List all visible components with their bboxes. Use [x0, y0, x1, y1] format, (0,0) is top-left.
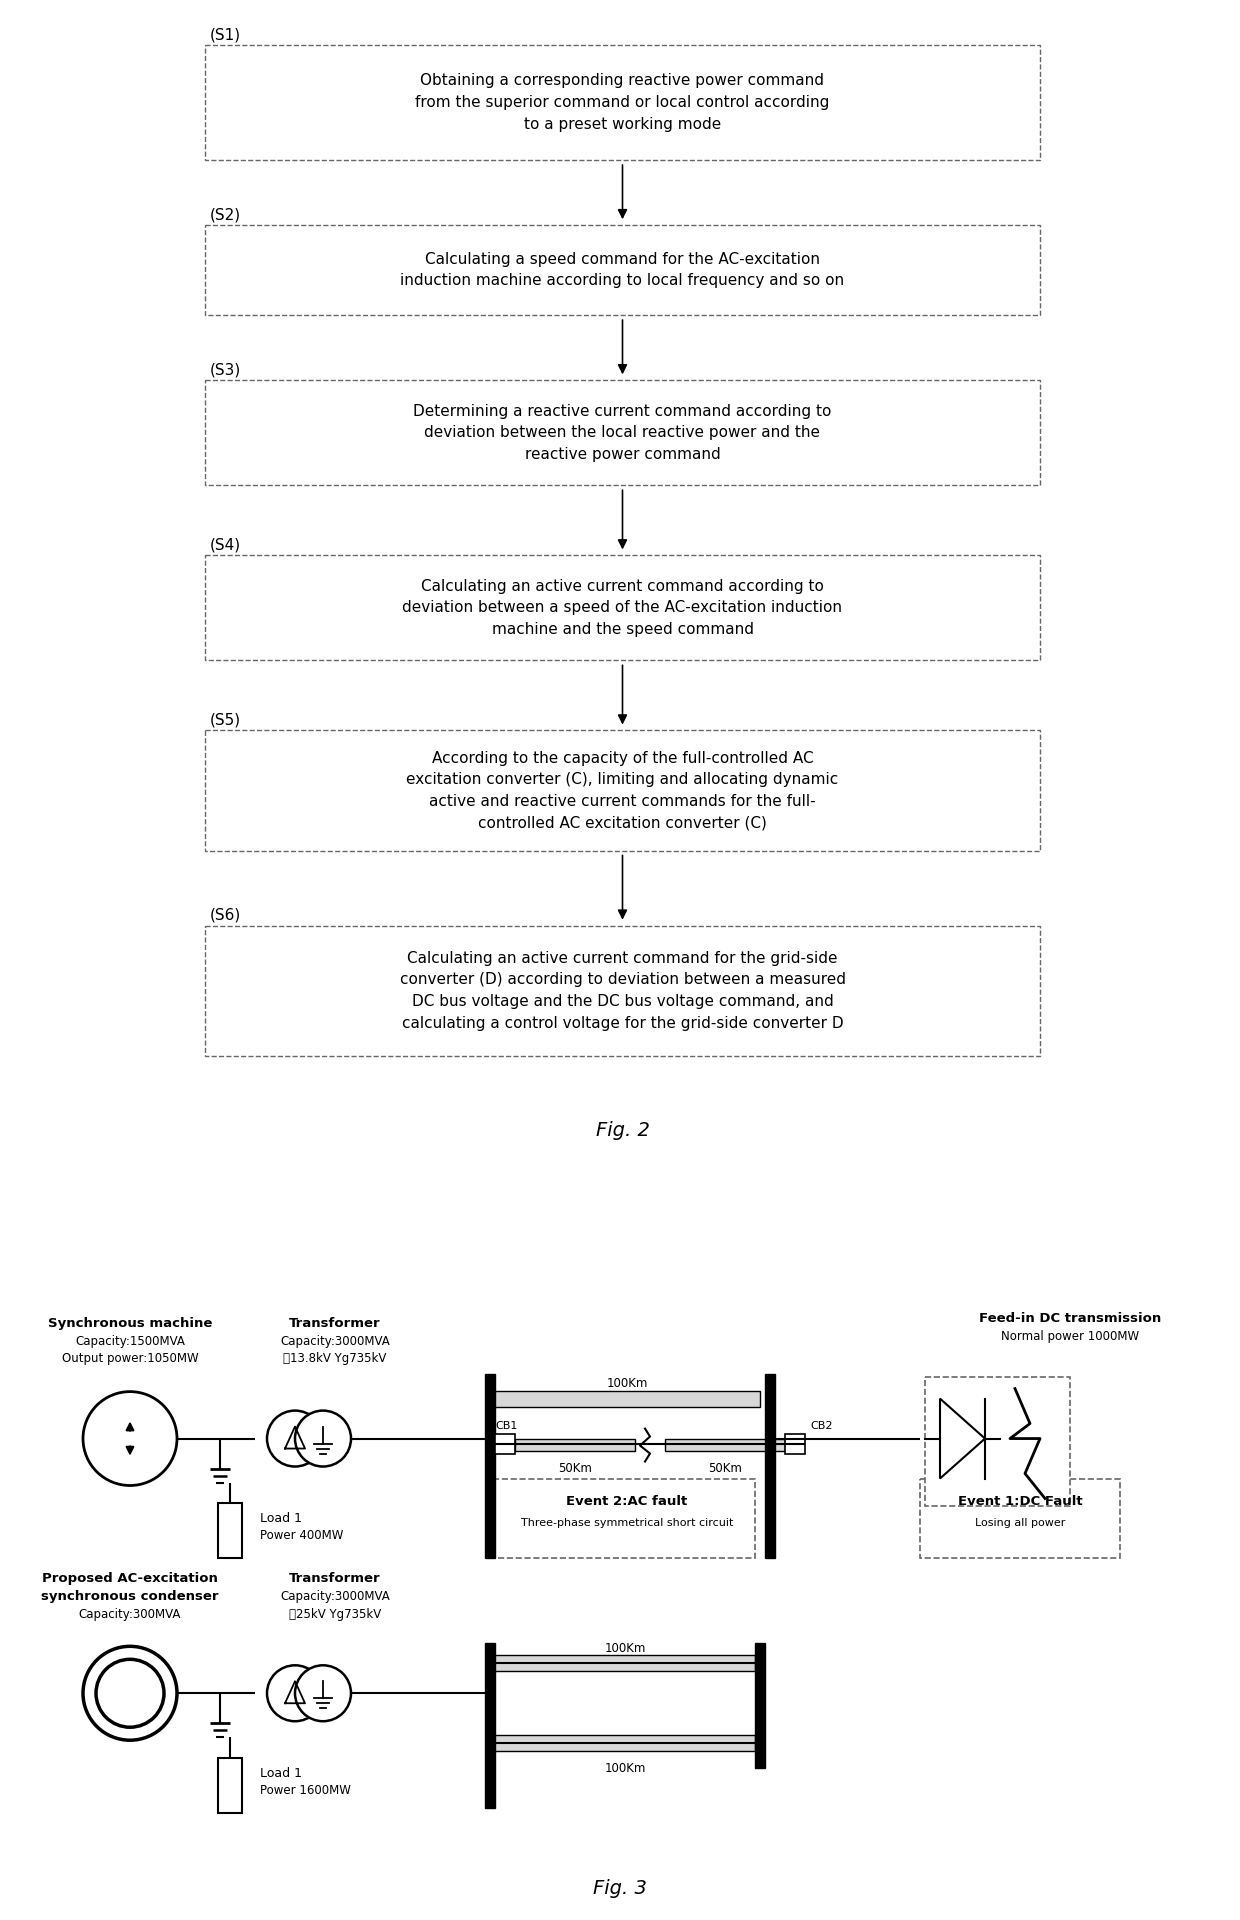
- Bar: [920, 1478, 1120, 1559]
- Text: (S4): (S4): [210, 538, 241, 553]
- Circle shape: [83, 1645, 177, 1740]
- Bar: [218, 1503, 242, 1559]
- Text: Event 1:DC Fault: Event 1:DC Fault: [957, 1496, 1083, 1507]
- Bar: [785, 1434, 805, 1453]
- Text: Synchronous machine: Synchronous machine: [48, 1317, 212, 1331]
- Text: 50Km: 50Km: [558, 1461, 591, 1475]
- Bar: [205, 44, 1040, 159]
- Circle shape: [295, 1411, 351, 1467]
- Bar: [495, 1434, 515, 1453]
- Text: 100Km: 100Km: [604, 1642, 646, 1655]
- Text: (S3): (S3): [210, 363, 242, 376]
- Text: Transformer: Transformer: [289, 1317, 381, 1331]
- Text: (S6): (S6): [210, 908, 242, 924]
- Text: Load 1: Load 1: [260, 1766, 303, 1780]
- Circle shape: [267, 1665, 322, 1720]
- Text: Normal power 1000MW: Normal power 1000MW: [1001, 1331, 1140, 1344]
- Text: Losing all power: Losing all power: [975, 1519, 1065, 1528]
- Bar: [495, 1736, 755, 1751]
- Bar: [218, 1759, 242, 1812]
- Text: Capacity:3000MVA: Capacity:3000MVA: [280, 1590, 389, 1603]
- Text: Fig. 3: Fig. 3: [593, 1878, 647, 1897]
- Text: Calculating an active current command according to
deviation between a speed of : Calculating an active current command ac…: [403, 578, 842, 637]
- Bar: [205, 730, 1040, 851]
- Text: synchronous condenser: synchronous condenser: [41, 1590, 218, 1603]
- Text: Obtaining a corresponding reactive power command
from the superior command or lo: Obtaining a corresponding reactive power…: [415, 73, 830, 132]
- Bar: [665, 1438, 785, 1450]
- Text: Power 1600MW: Power 1600MW: [260, 1784, 351, 1797]
- Circle shape: [83, 1392, 177, 1486]
- Text: (S5): (S5): [210, 712, 241, 728]
- Text: Calculating an active current command for the grid-side
converter (D) according : Calculating an active current command fo…: [399, 950, 846, 1031]
- Text: 25kV Yg735kV: 25kV Yg735kV: [289, 1607, 381, 1620]
- Text: Proposed AC-excitation: Proposed AC-excitation: [42, 1572, 218, 1584]
- Text: Determining a reactive current command according to
deviation between the local : Determining a reactive current command a…: [413, 403, 832, 463]
- Bar: [495, 1390, 760, 1407]
- Text: 50Km: 50Km: [708, 1461, 742, 1475]
- Text: CB1: CB1: [495, 1421, 517, 1430]
- Bar: [205, 225, 1040, 315]
- Text: Calculating a speed command for the AC-excitation
induction machine according to: Calculating a speed command for the AC-e…: [401, 252, 844, 288]
- Text: 13.8kV Yg735kV: 13.8kV Yg735kV: [283, 1352, 387, 1365]
- Text: According to the capacity of the full-controlled AC
excitation converter (C), li: According to the capacity of the full-co…: [407, 751, 838, 831]
- Circle shape: [295, 1665, 351, 1720]
- Bar: [495, 1655, 755, 1670]
- Text: (S2): (S2): [210, 207, 241, 223]
- Bar: [925, 1377, 1070, 1507]
- Circle shape: [267, 1411, 322, 1467]
- Bar: [765, 1373, 775, 1559]
- Text: Three-phase symmetrical short circuit: Three-phase symmetrical short circuit: [521, 1519, 733, 1528]
- Bar: [755, 1644, 765, 1768]
- Bar: [485, 1644, 495, 1809]
- Bar: [205, 380, 1040, 486]
- Circle shape: [95, 1659, 164, 1728]
- Text: Load 1: Load 1: [260, 1511, 303, 1524]
- Bar: [485, 1373, 495, 1559]
- Bar: [515, 1438, 635, 1450]
- Text: Capacity:1500MVA: Capacity:1500MVA: [76, 1334, 185, 1348]
- Text: (S1): (S1): [210, 27, 241, 42]
- Text: Transformer: Transformer: [289, 1572, 381, 1584]
- Text: Feed-in DC transmission: Feed-in DC transmission: [978, 1311, 1161, 1325]
- Text: 100Km: 100Km: [604, 1763, 646, 1774]
- Text: 100Km: 100Km: [606, 1377, 647, 1390]
- Bar: [205, 925, 1040, 1056]
- Bar: [494, 1478, 755, 1559]
- Bar: [205, 555, 1040, 660]
- Text: Capacity:3000MVA: Capacity:3000MVA: [280, 1334, 389, 1348]
- Text: CB2: CB2: [810, 1421, 832, 1430]
- Text: Fig. 2: Fig. 2: [595, 1121, 650, 1140]
- Text: Event 2:AC fault: Event 2:AC fault: [567, 1496, 688, 1507]
- Text: Power 400MW: Power 400MW: [260, 1528, 343, 1542]
- Text: Output power:1050MW: Output power:1050MW: [62, 1352, 198, 1365]
- Text: Capacity:300MVA: Capacity:300MVA: [79, 1607, 181, 1620]
